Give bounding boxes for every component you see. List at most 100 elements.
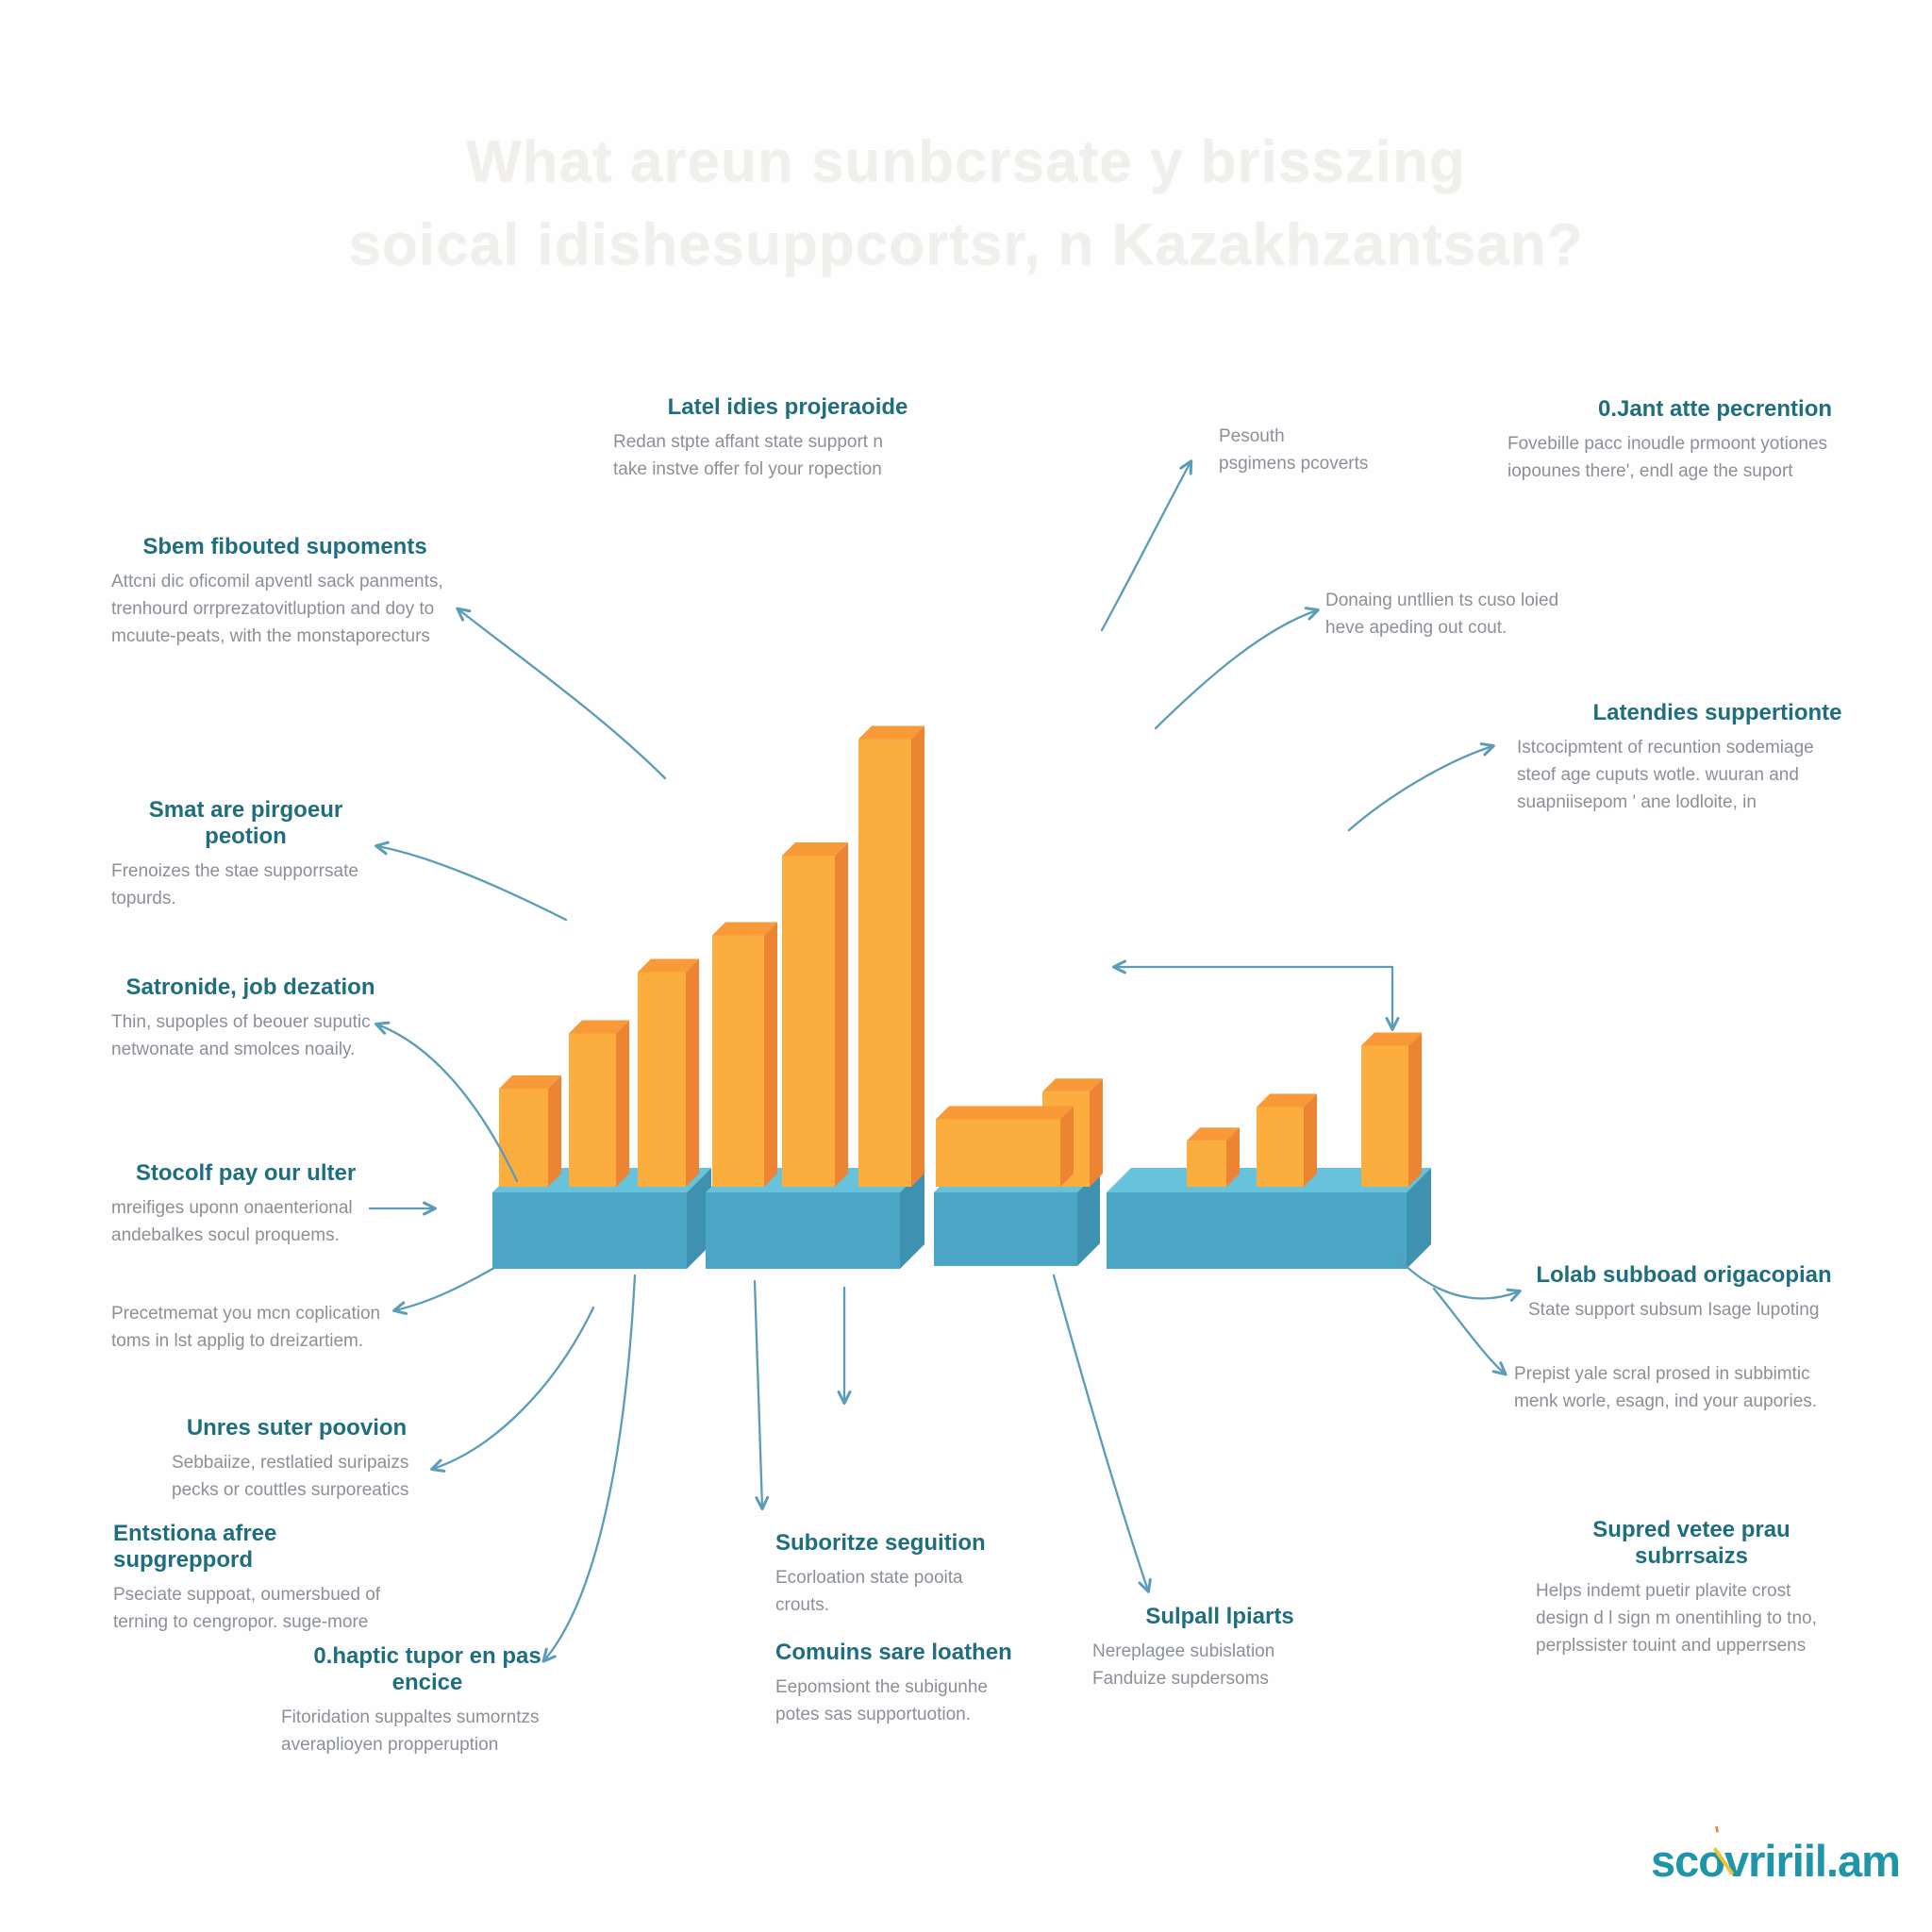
chart-face bbox=[712, 922, 777, 936]
chart-face bbox=[616, 1020, 629, 1187]
label-satronide: Satronide, job dezation Thin, supoples o… bbox=[111, 974, 390, 1063]
chart-face bbox=[638, 972, 686, 1187]
label-stocolf-body: mreifiges uponn onaenterional andebalkes… bbox=[111, 1198, 353, 1245]
watermark-title-line2: soical idishesuppcortsr, n Kazakhzantsan… bbox=[348, 212, 1584, 277]
label-entstiona: Entstiona afree supgreppord Pseciate sup… bbox=[113, 1521, 406, 1636]
label-comuins-body: Eepomsiont the subigunhe potes sas suppo… bbox=[775, 1677, 988, 1724]
label-ohaptic-heading: 0.haptic tupor en pas encice bbox=[313, 1643, 541, 1695]
brand-logo: scovririil.am ˈ bbox=[1651, 1819, 1901, 1887]
chart-face bbox=[638, 958, 699, 973]
label-suboritze-heading: Suboritze seguition bbox=[775, 1530, 986, 1556]
chart-face bbox=[1361, 1045, 1408, 1187]
callout-arrow bbox=[1100, 459, 1193, 632]
label-precetmemat: Precetmemat you mcn coplication toms in … bbox=[111, 1300, 432, 1355]
callout-arrow bbox=[1394, 1255, 1522, 1302]
label-sulpall: Sulpall lpiarts Nereplagee subislation F… bbox=[1092, 1604, 1347, 1692]
chart-face bbox=[1077, 1170, 1100, 1266]
chart-face bbox=[764, 922, 777, 1187]
label-sbem-heading: Sbem fibouted supoments bbox=[142, 534, 427, 559]
label-unres-heading: Unres suter poovion bbox=[186, 1415, 408, 1441]
chart-face bbox=[492, 1168, 711, 1192]
label-lolab: Lolab subboad origacopian State support … bbox=[1528, 1262, 1840, 1324]
label-stocolf: Stocolf pay our ulter mreifiges uponn on… bbox=[111, 1160, 380, 1249]
label-satronide-body: Thin, supoples of beouer suputic netwona… bbox=[111, 1012, 371, 1059]
chart-face bbox=[1304, 1093, 1317, 1187]
callout-arrow bbox=[1347, 742, 1495, 832]
chart-face bbox=[499, 1075, 561, 1089]
label-prepist-body: Prepist yale scral prosed in subbimtic m… bbox=[1514, 1364, 1818, 1411]
callout-arrow bbox=[375, 841, 568, 922]
chart-face bbox=[1042, 1078, 1103, 1092]
chart-face bbox=[1408, 1032, 1422, 1187]
label-donaing-body: Donaing untllien ts cuso loied heve aped… bbox=[1325, 591, 1559, 638]
chart-face bbox=[712, 935, 764, 1187]
callout-arrow bbox=[1432, 1287, 1507, 1376]
callout-arrow bbox=[1052, 1274, 1152, 1593]
label-ohaptic: 0.haptic tupor en pas encice Fitoridatio… bbox=[281, 1643, 574, 1758]
chart-face bbox=[686, 958, 699, 1187]
chart-face bbox=[782, 842, 848, 856]
label-comuins-heading: Comuins sare loathen bbox=[775, 1640, 1012, 1665]
chart-face bbox=[858, 725, 924, 740]
chart-face bbox=[936, 1106, 1074, 1120]
label-latencies-body: Istcocipmtent of recuntion sodemiage ste… bbox=[1517, 738, 1814, 812]
chart-face bbox=[1257, 1093, 1317, 1108]
chart-face bbox=[1407, 1168, 1431, 1269]
chart-face bbox=[858, 739, 911, 1187]
label-entstiona-body: Pseciate suppoat, oumersbued of terning … bbox=[113, 1585, 381, 1632]
chart-face bbox=[569, 1033, 616, 1187]
label-smat: Smat are pirgoeur peotion Frenoizes the … bbox=[111, 797, 380, 912]
label-latencies: Latendies suppertionte Istcocipmtent of … bbox=[1517, 700, 1918, 816]
callout-arrow bbox=[375, 1021, 519, 1183]
label-pesouth-body: Pesouth psgimens pcoverts bbox=[1219, 426, 1369, 474]
chart-face bbox=[934, 1170, 1100, 1192]
label-ojant-heading: 0.Jant atte pecrention bbox=[1597, 396, 1833, 422]
chart-face bbox=[1042, 1091, 1090, 1187]
chart-face bbox=[835, 842, 848, 1187]
label-entstiona-heading: Entstiona afree supgreppord bbox=[113, 1521, 277, 1573]
chart-face bbox=[936, 1119, 1060, 1187]
label-supred: Supred vetee prau subrrsaizs Helps indem… bbox=[1536, 1517, 1847, 1659]
label-comuins: Comuins sare loathen Eepomsiont the subi… bbox=[775, 1640, 1030, 1728]
label-lolab-body: State support subsum Isage lupoting bbox=[1528, 1300, 1820, 1320]
label-satronide-heading: Satronide, job dezation bbox=[125, 974, 375, 1000]
chart-face bbox=[911, 725, 924, 1187]
label-latel-heading: Latel idies projeraoide bbox=[667, 394, 908, 420]
callout-arrow bbox=[430, 1306, 595, 1473]
chart-face bbox=[1187, 1127, 1240, 1141]
chart-face bbox=[1090, 1078, 1103, 1187]
label-precetmemat-body: Precetmemat you mcn coplication toms in … bbox=[111, 1304, 381, 1351]
label-sbem-body: Attcni dic oficomil apventl sack panment… bbox=[111, 572, 443, 646]
label-unres-body: Sebbaiize, restlatied suripaizs pecks or… bbox=[172, 1453, 409, 1500]
watermark-title-line1: What areun sunbcrsate y brisszing bbox=[466, 129, 1466, 194]
label-suboritze-body: Ecorloation state pooita crouts. bbox=[775, 1568, 963, 1615]
chart-face bbox=[499, 1089, 548, 1187]
chart-face bbox=[1257, 1107, 1304, 1187]
label-latel: Latel idies projeraoide Redan stpte affa… bbox=[613, 394, 962, 483]
label-lolab-heading: Lolab subboad origacopian bbox=[1536, 1262, 1832, 1288]
label-sbem: Sbem fibouted supoments Attcni dic ofico… bbox=[111, 534, 458, 650]
chart-face bbox=[1060, 1106, 1074, 1187]
callout-arrow bbox=[753, 1279, 770, 1510]
chart-face bbox=[706, 1168, 924, 1192]
chart-face bbox=[900, 1168, 924, 1269]
callout-arrow bbox=[1154, 607, 1320, 730]
label-supred-heading: Supred vetee prau subrrsaizs bbox=[1592, 1517, 1790, 1569]
chart-face bbox=[706, 1192, 900, 1269]
chart-face bbox=[782, 856, 835, 1187]
label-ojant-body: Fovebille pacc inoudle prmoont yotiones … bbox=[1507, 434, 1828, 481]
callout-arrow bbox=[456, 607, 667, 780]
label-supred-body: Helps indemt puetir plavite crost design… bbox=[1536, 1581, 1817, 1656]
chart-face bbox=[1107, 1168, 1431, 1192]
callout-arrow bbox=[541, 1274, 637, 1663]
chart-face bbox=[569, 1020, 629, 1034]
label-latencies-heading: Latendies suppertionte bbox=[1592, 700, 1842, 725]
label-prepist: Prepist yale scral prosed in subbimtic m… bbox=[1514, 1360, 1854, 1415]
chart-face bbox=[1226, 1127, 1240, 1187]
label-latel-body: Redan stpte affant state support n take … bbox=[613, 432, 883, 479]
label-unres: Unres suter poovion Sebbaiize, restlatie… bbox=[172, 1415, 422, 1504]
label-ohaptic-body: Fitoridation suppaltes sumorntzs averapl… bbox=[281, 1707, 540, 1755]
label-suboritze: Suboritze seguition Ecorloation state po… bbox=[775, 1530, 1011, 1619]
chart-face bbox=[1107, 1192, 1407, 1269]
